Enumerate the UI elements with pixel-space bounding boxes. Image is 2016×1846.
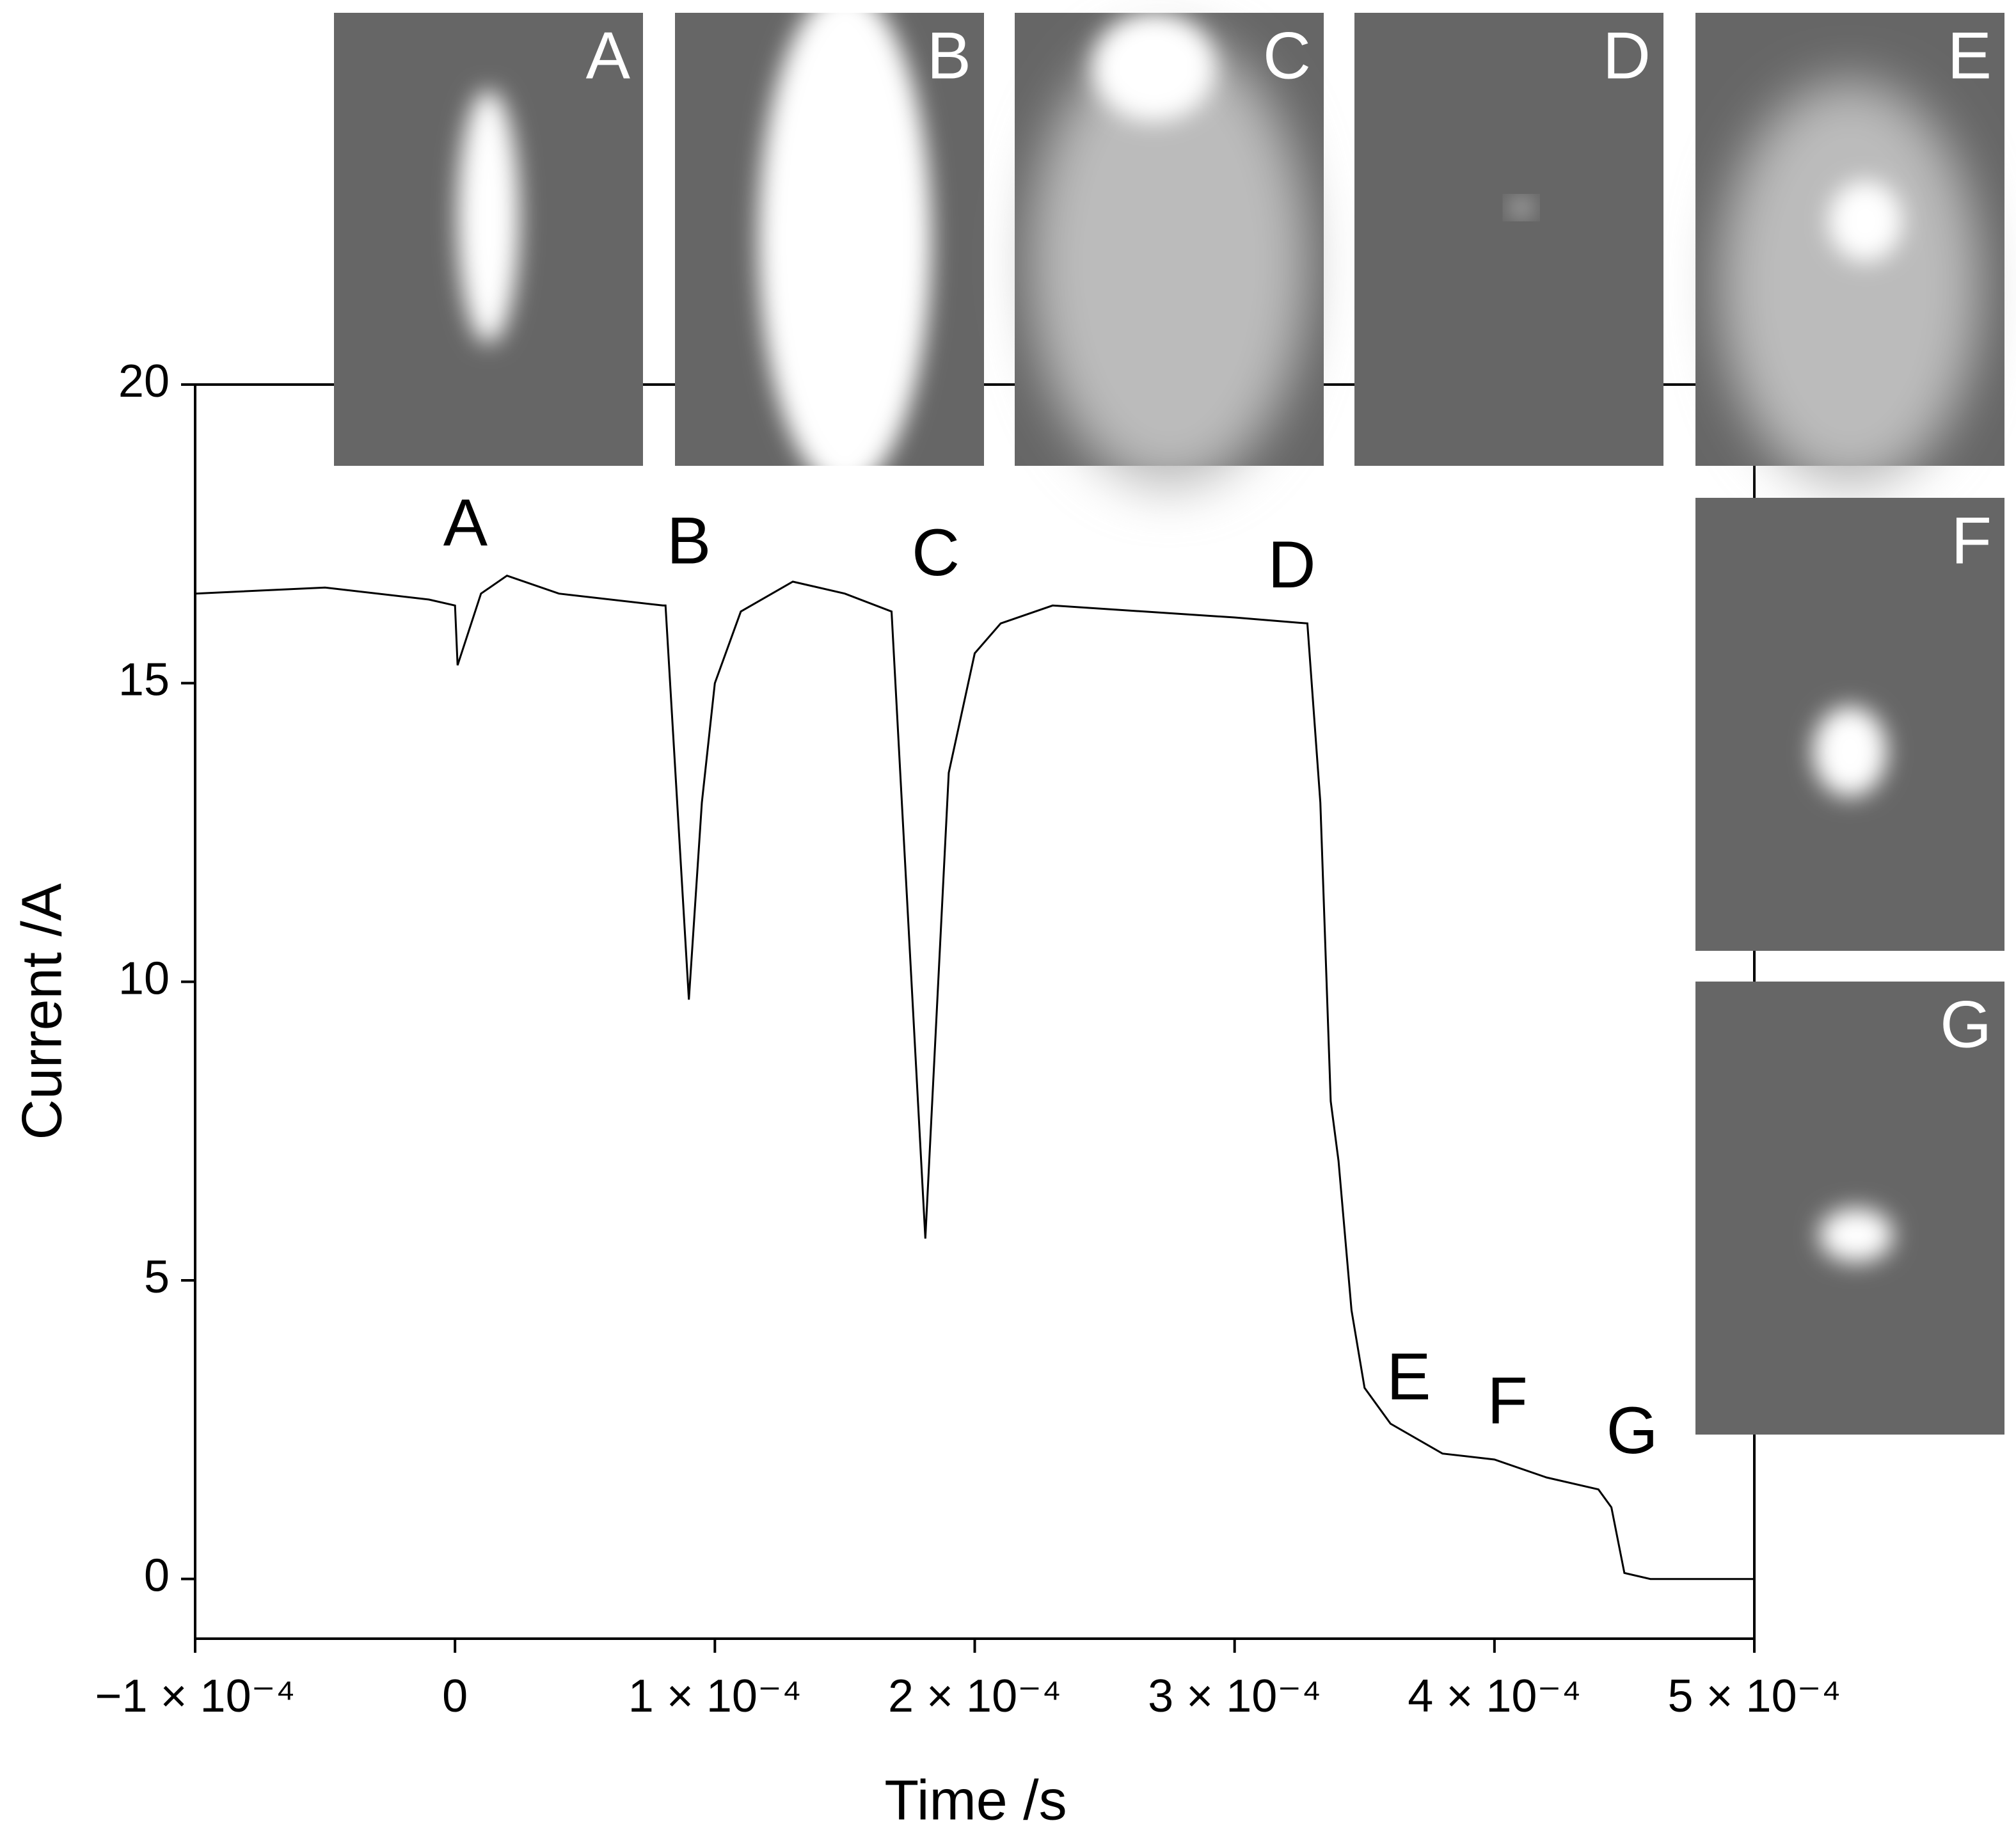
x-tick-label: −1 × 10⁻⁴ xyxy=(95,1671,295,1722)
x-tick-label: 4 × 10⁻⁴ xyxy=(1408,1671,1581,1722)
x-tick-label: 0 xyxy=(442,1671,468,1722)
y-tick-label: 0 xyxy=(144,1550,170,1602)
y-tick-label: 20 xyxy=(118,356,170,407)
insets: A B C D EFG xyxy=(334,0,2004,1435)
annotation: C xyxy=(912,516,960,590)
annotation: B xyxy=(667,504,711,578)
x-tick-label: 5 × 10⁻⁴ xyxy=(1667,1671,1841,1722)
x-tick-label: 1 × 10⁻⁴ xyxy=(628,1671,802,1722)
y-tick-label: 10 xyxy=(118,953,170,1004)
inset-image xyxy=(1695,982,2004,1435)
inset-glow xyxy=(1828,180,1903,262)
annotation: D xyxy=(1267,528,1315,602)
y-tick-label: 15 xyxy=(118,655,170,706)
x-tick-label: 2 × 10⁻⁴ xyxy=(888,1671,1061,1722)
annotation: A xyxy=(443,486,488,560)
x-tick-label: 3 × 10⁻⁴ xyxy=(1148,1671,1321,1722)
inset-label: C xyxy=(1263,19,1311,93)
plot-frame xyxy=(194,383,1756,1640)
inset-label: A xyxy=(586,19,631,93)
inset-glow xyxy=(457,90,520,344)
inset-label: D xyxy=(1603,19,1651,93)
y-axis-title: Current /A xyxy=(10,883,73,1140)
y-tick-label: 5 xyxy=(144,1252,170,1303)
inset-glow xyxy=(1512,200,1531,215)
inset-image xyxy=(1354,13,1663,466)
inset-label: B xyxy=(927,19,971,93)
annotation: F xyxy=(1487,1364,1528,1438)
x-axis-title: Time /s xyxy=(884,1768,1067,1831)
inset-glow xyxy=(1819,1208,1894,1262)
inset-label: F xyxy=(1951,504,1992,578)
inset-glow xyxy=(758,0,932,489)
inset-glow xyxy=(1813,706,1887,797)
annotation: E xyxy=(1386,1340,1431,1414)
inset-glow xyxy=(1091,13,1216,122)
annotation: G xyxy=(1607,1394,1658,1468)
inset-glow xyxy=(1720,81,1980,489)
data-line xyxy=(194,575,1754,1580)
inset-glow xyxy=(1030,35,1308,489)
inset-label: G xyxy=(1940,987,1992,1062)
inset-label: E xyxy=(1948,19,1992,93)
